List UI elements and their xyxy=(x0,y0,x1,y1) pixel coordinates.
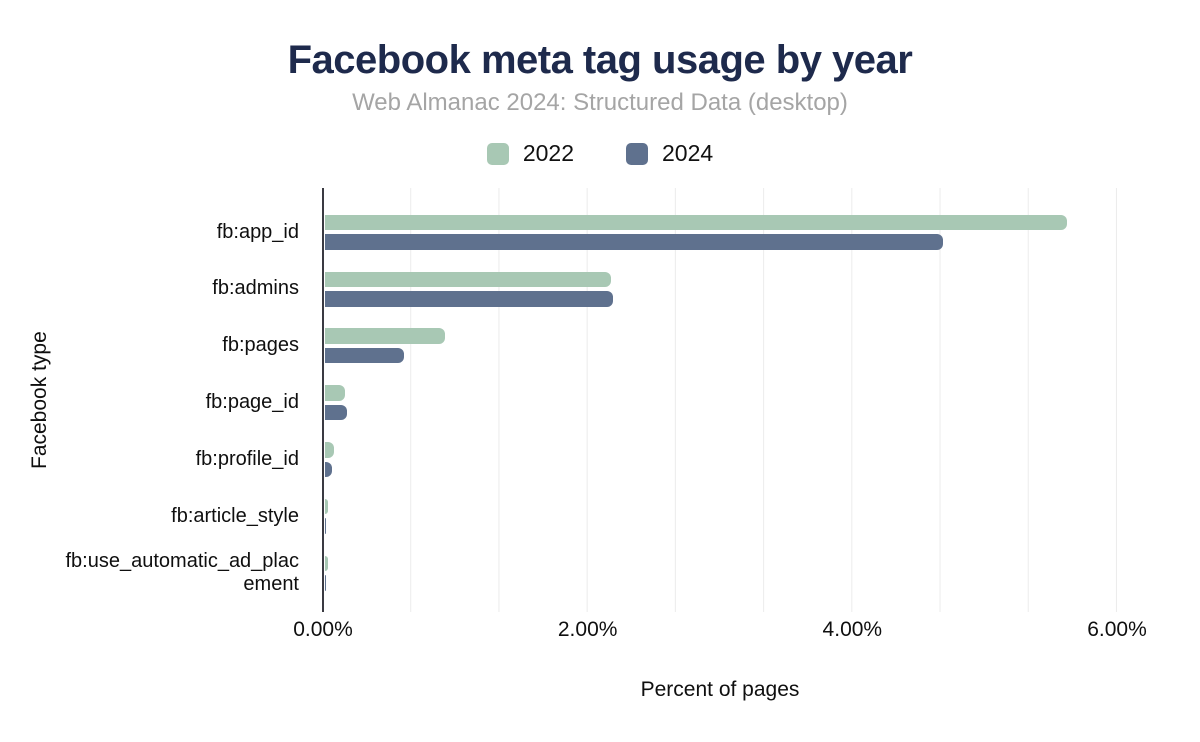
x-axis-title: Percent of pages xyxy=(640,678,800,701)
bar-2022-fb:app_id xyxy=(325,214,1067,231)
bar-group xyxy=(325,555,1117,591)
bar-2022-fb:article_style xyxy=(325,498,328,515)
legend-label: 2024 xyxy=(662,140,714,166)
x-tick-label: 0.00% xyxy=(293,618,353,641)
bar-2022-fb:admins xyxy=(325,271,612,288)
x-tick-label: 4.00% xyxy=(822,618,883,641)
category-row: fb:use_automatic_ad_placement xyxy=(55,545,1117,602)
category-row: fb:article_style xyxy=(55,488,1117,545)
legend-label: 2022 xyxy=(522,140,574,166)
y-axis-title: Facebook type xyxy=(28,331,51,469)
category-row: fb:page_id xyxy=(55,374,1117,431)
bar-group xyxy=(325,214,1117,250)
chart-legend: 2022 2024 xyxy=(0,140,1200,167)
bar-2024-fb:profile_id xyxy=(325,461,332,478)
category-label: fb:page_id xyxy=(205,390,299,413)
chart-subtitle: Web Almanac 2024: Structured Data (deskt… xyxy=(352,89,848,116)
legend-swatch-2024 xyxy=(626,142,648,165)
bar-2022-fb:pages xyxy=(325,328,446,344)
bar-2024-fb:page_id xyxy=(325,404,348,421)
bar-2024-fb:app_id xyxy=(325,234,943,250)
bar-2024-fb:use_automatic_ad_placement xyxy=(325,575,327,591)
category-label: fb:profile_id xyxy=(195,447,299,470)
bar-2022-fb:use_automatic_ad_placement xyxy=(325,555,328,572)
bar-group xyxy=(325,442,1117,478)
category-label: fb:use_automatic_ad_placement xyxy=(65,549,300,596)
bar-group xyxy=(325,385,1117,421)
bar-2024-fb:article_style xyxy=(325,518,327,534)
category-label: fb:admins xyxy=(212,277,299,300)
bar-2022-fb:page_id xyxy=(325,385,345,401)
bar-2022-fb:profile_id xyxy=(325,442,335,458)
category-label: fb:pages xyxy=(222,334,299,357)
category-label: fb:app_id xyxy=(216,220,299,243)
legend-item-2024: 2024 xyxy=(626,140,713,167)
y-axis-line xyxy=(322,188,324,612)
bar-2024-fb:admins xyxy=(325,291,613,307)
x-tick-label: 2.00% xyxy=(557,618,618,641)
bar-rows: fb:app_id fb:admins fb:pages fb:page_id fb:p… xyxy=(55,204,1117,602)
page-title: Facebook meta tag usage by year xyxy=(287,38,913,82)
x-tick-label: 6.00% xyxy=(1087,618,1147,641)
plot-area: fb:app_id fb:admins fb:pages fb:page_id fb:p… xyxy=(55,188,1117,612)
bar-2024-fb:pages xyxy=(325,347,405,364)
category-row: fb:pages xyxy=(55,318,1117,375)
category-row: fb:app_id xyxy=(55,204,1117,261)
legend-swatch-2022 xyxy=(486,142,509,165)
bar-group xyxy=(325,498,1117,534)
legend-item-2022: 2022 xyxy=(486,140,574,167)
category-row: fb:profile_id xyxy=(55,431,1117,488)
category-row: fb:admins xyxy=(55,261,1117,318)
bar-group xyxy=(325,271,1117,307)
x-axis-ticks: 0.00% 2.00% 4.00% 6.00% xyxy=(293,618,1147,646)
gridlines xyxy=(323,188,1117,612)
bar-group xyxy=(325,328,1117,364)
category-label: fb:article_style xyxy=(171,504,299,527)
